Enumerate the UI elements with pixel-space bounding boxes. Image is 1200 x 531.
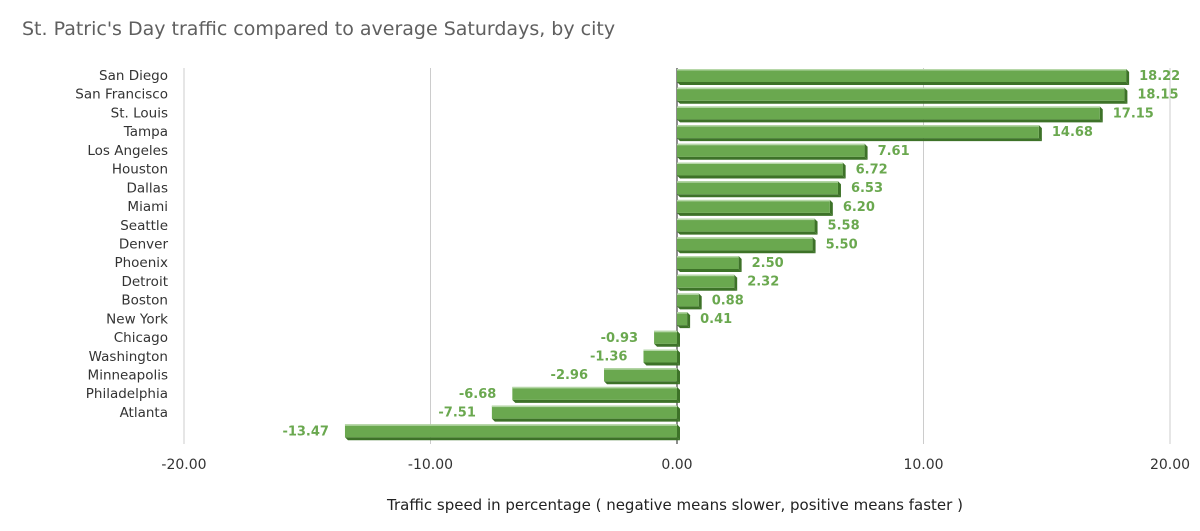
bar [604, 368, 680, 385]
value-label: 5.50 [826, 237, 858, 252]
bar [677, 274, 738, 291]
value-label: 18.22 [1139, 69, 1180, 84]
bar [677, 312, 691, 329]
bar [677, 125, 1042, 142]
value-label: 17.15 [1113, 106, 1154, 121]
bar [677, 181, 841, 198]
category-label: Minneapolis [88, 368, 168, 384]
x-tick-label: -20.00 [161, 457, 206, 473]
value-label: -6.68 [459, 387, 496, 402]
value-label: 7.61 [878, 144, 910, 159]
bar [677, 218, 818, 235]
category-label: Chicago [114, 330, 168, 346]
category-label: Los Angeles [87, 143, 168, 159]
value-label: 5.58 [828, 219, 860, 234]
category-label: Dallas [127, 180, 168, 196]
bar [677, 106, 1103, 123]
bar [512, 386, 680, 403]
category-label: Phoenix [114, 255, 168, 271]
chart-title: St. Patric's Day traffic compared to ave… [22, 18, 616, 40]
category-label: Atlanta [120, 405, 168, 421]
bar [491, 405, 680, 422]
x-tick-label: -10.00 [408, 457, 453, 473]
value-label: 6.72 [856, 163, 888, 178]
category-label: St. Louis [111, 105, 168, 121]
x-tick-label: 20.00 [1150, 457, 1190, 473]
bar [677, 237, 816, 254]
value-label: -2.96 [551, 368, 588, 383]
value-label: 18.15 [1137, 88, 1178, 103]
bar [677, 69, 1130, 85]
value-label: 0.88 [712, 293, 744, 308]
value-label: -13.47 [282, 424, 329, 439]
category-label: Washington [89, 349, 168, 365]
bar [677, 162, 846, 179]
value-label: -7.51 [438, 406, 475, 421]
category-label: New York [106, 311, 168, 327]
bar [677, 143, 868, 160]
value-label: 2.32 [747, 275, 779, 290]
category-label: San Francisco [75, 87, 168, 103]
value-label: 0.41 [700, 312, 732, 327]
value-label: 6.53 [851, 181, 883, 196]
bar [677, 199, 833, 216]
value-label: -0.93 [601, 331, 638, 346]
category-label: Seattle [120, 218, 168, 234]
value-label: 14.68 [1052, 125, 1093, 140]
bar [677, 256, 742, 272]
bar [344, 424, 680, 441]
x-axis-title: Traffic speed in percentage ( negative m… [387, 496, 963, 514]
x-tick-label: 10.00 [903, 457, 943, 473]
value-label: 6.20 [843, 200, 875, 215]
x-tick-label: 0.00 [661, 457, 692, 473]
category-label: Denver [119, 236, 169, 252]
category-label: San Diego [99, 68, 168, 84]
value-label: 2.50 [752, 256, 784, 271]
category-label: Miami [127, 199, 168, 215]
category-label: Tampa [123, 124, 168, 140]
category-label: Philadelphia [86, 386, 168, 402]
category-label: Boston [121, 293, 168, 309]
bar [677, 87, 1128, 104]
category-label: Houston [112, 162, 168, 178]
bar [654, 330, 680, 347]
category-label: Detroit [121, 274, 168, 290]
bar [643, 349, 680, 366]
bar [677, 293, 702, 310]
value-label: -1.36 [590, 350, 627, 365]
